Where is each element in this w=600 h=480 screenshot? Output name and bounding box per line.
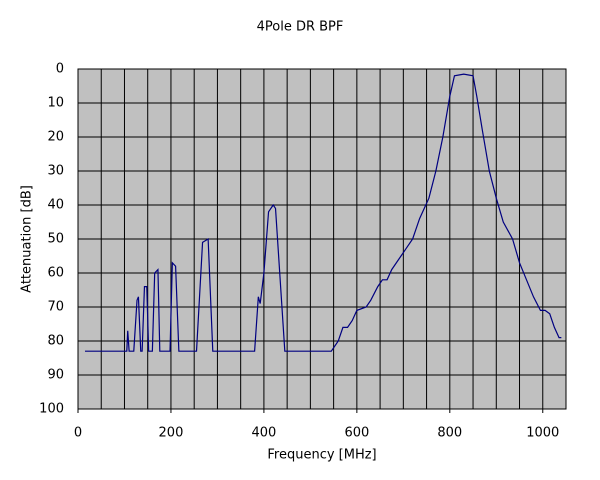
x-tick-label: 1000 — [526, 426, 559, 441]
x-tick-label: 400 — [251, 426, 276, 441]
x-tick-label: 0 — [74, 426, 82, 441]
y-tick-label: 0 — [56, 62, 64, 77]
data-line — [84, 73, 562, 352]
y-tick-label: 30 — [47, 164, 64, 179]
y-tick-label: 10 — [47, 96, 64, 111]
y-tick-label: 40 — [47, 198, 64, 213]
x-tick-label: 800 — [437, 426, 462, 441]
x-axis-label: Frequency [MHz] — [267, 448, 376, 463]
y-tick-label: 20 — [47, 130, 64, 145]
chart-title: 4Pole DR BPF — [257, 20, 344, 35]
y-tick-label: 90 — [47, 368, 64, 383]
x-tick-label: 200 — [159, 426, 184, 441]
y-tick-label: 50 — [47, 232, 64, 247]
y-tick-label: 100 — [39, 402, 64, 417]
y-tick-label: 60 — [47, 266, 64, 281]
y-tick-label: 70 — [47, 300, 64, 315]
y-axis-label: Attenuation [dB] — [20, 185, 35, 293]
x-tick-label: 600 — [344, 426, 369, 441]
y-tick-label: 80 — [47, 334, 64, 349]
